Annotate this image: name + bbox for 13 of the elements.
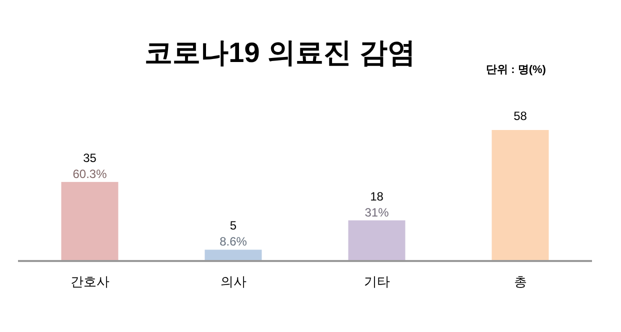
data-label: 18 — [370, 189, 384, 204]
data-label: 35 — [83, 150, 97, 165]
annotation: 31% — [364, 205, 390, 220]
text: 단위 : 명(%) — [486, 64, 546, 76]
x-tick-label: 의사 — [220, 274, 246, 289]
data-label: 5 — [230, 218, 237, 233]
x-tick-label: 간호사 — [70, 274, 110, 289]
annotation: 8.6% — [220, 234, 248, 249]
x-tick-label: 총 — [514, 274, 527, 289]
annotation: 60.3% — [72, 166, 108, 181]
x-tick-label: 기타 — [364, 274, 390, 289]
data-label: 58 — [514, 109, 528, 123]
chart-title: 코로나19 의료진 감염 — [144, 37, 416, 68]
